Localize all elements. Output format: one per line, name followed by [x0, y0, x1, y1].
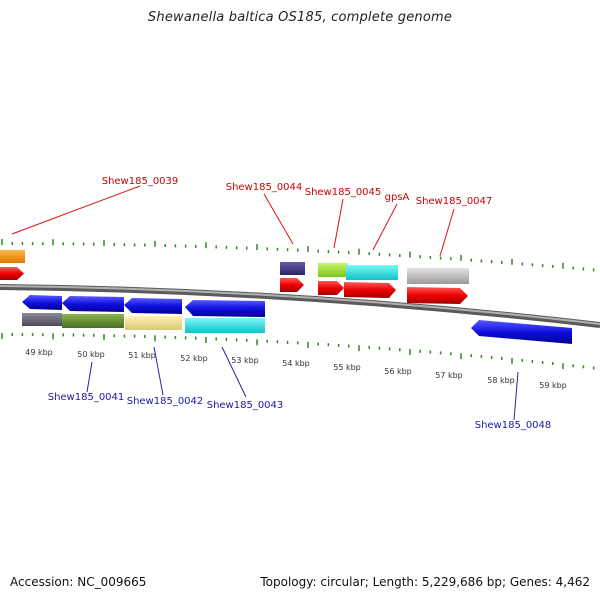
gene-arrow-shew185-0043[interactable] [185, 300, 265, 317]
gene-block-shew185-0044[interactable] [280, 262, 305, 275]
gene-block-shew185-0042[interactable] [125, 316, 182, 330]
forward-strand-arrows [0, 267, 468, 304]
map-title: Shewanella baltica OS185, complete genom… [147, 10, 453, 25]
bottom-gene-labels: Shew185_0041 Shew185_0042 Shew185_0043 S… [48, 392, 552, 431]
gene-arrow-shew185-0045[interactable] [318, 281, 344, 295]
gene-label-shew185-0047[interactable]: Shew185_0047 [416, 196, 493, 207]
leader-line-shew185-0047 [439, 208, 455, 257]
leader-line-shew185-0041 [86, 361, 93, 393]
gene-label-shew185-0043[interactable]: Shew185_0043 [207, 400, 284, 411]
gene-block-shew185-0041[interactable] [62, 314, 124, 328]
lower-feature-row [22, 313, 265, 333]
gene-label-gpsa[interactable]: gpsA [385, 192, 410, 203]
scale-label: 53 kbp [231, 356, 259, 365]
gene-label-shew185-0048[interactable]: Shew185_0048 [475, 420, 552, 431]
gene-arrow-shew185-0040[interactable] [22, 295, 62, 310]
scale-label: 52 kbp [180, 354, 208, 363]
top-gene-labels: Shew185_0039 Shew185_0044 Shew185_0045 g… [102, 176, 493, 207]
genome-backbone-highlight [0, 285, 600, 325]
gene-arrow-gpsa[interactable] [344, 282, 396, 298]
scale-labels: 49 kbp 50 kbp 51 kbp 52 kbp 53 kbp 54 kb… [25, 348, 567, 390]
gene-block-shew185-0043[interactable] [185, 318, 265, 333]
gene-block-shew185-0047[interactable] [407, 268, 469, 284]
gene-arrow-shew185-0039[interactable] [0, 267, 24, 280]
footer-accession: Accession: NC_009665 [10, 575, 147, 589]
genome-backbone [0, 284, 600, 328]
leader-line-shew185-0043 [221, 346, 247, 398]
scale-label: 50 kbp [77, 350, 105, 359]
gene-block-gpsa[interactable] [346, 265, 398, 280]
gene-block-orange[interactable] [0, 250, 25, 263]
reverse-strand-arrows [22, 295, 572, 344]
bottom-tick-row [1, 333, 595, 370]
leader-line-shew185-0039 [11, 185, 141, 235]
leader-line-shew185-0048 [513, 371, 519, 421]
leader-line-shew185-0045 [333, 198, 344, 249]
leader-line-shew185-0042 [153, 346, 164, 396]
gene-label-shew185-0041[interactable]: Shew185_0041 [48, 392, 125, 403]
gene-label-shew185-0045[interactable]: Shew185_0045 [305, 187, 382, 198]
scale-label: 55 kbp [333, 363, 361, 372]
gene-arrow-shew185-0047[interactable] [407, 287, 468, 304]
scale-label: 58 kbp [487, 376, 515, 385]
gene-label-shew185-0039[interactable]: Shew185_0039 [102, 176, 179, 187]
gene-label-shew185-0042[interactable]: Shew185_0042 [127, 396, 204, 407]
gene-arrow-shew185-0048[interactable] [471, 320, 572, 344]
top-tick-row [1, 239, 595, 272]
scale-label: 51 kbp [128, 351, 156, 360]
leader-lines [11, 185, 519, 421]
gene-arrow-shew185-0044[interactable] [280, 278, 304, 292]
scale-label: 57 kbp [435, 371, 463, 380]
footer-stats: Topology: circular; Length: 5,229,686 bp… [260, 575, 590, 589]
leader-line-shew185-0044 [263, 193, 294, 245]
scale-label: 59 kbp [539, 381, 567, 390]
gene-block-shew185-0040[interactable] [22, 313, 62, 326]
upper-feature-row [0, 250, 469, 284]
gene-arrow-shew185-0041[interactable] [62, 296, 124, 312]
leader-line-gpsa [372, 203, 398, 251]
gene-label-shew185-0044[interactable]: Shew185_0044 [226, 182, 303, 193]
scale-label: 49 kbp [25, 348, 53, 357]
scale-label: 56 kbp [384, 367, 412, 376]
gene-block-shew185-0045[interactable] [318, 263, 348, 277]
gene-arrow-shew185-0042[interactable] [124, 298, 182, 314]
scale-label: 54 kbp [282, 359, 310, 368]
